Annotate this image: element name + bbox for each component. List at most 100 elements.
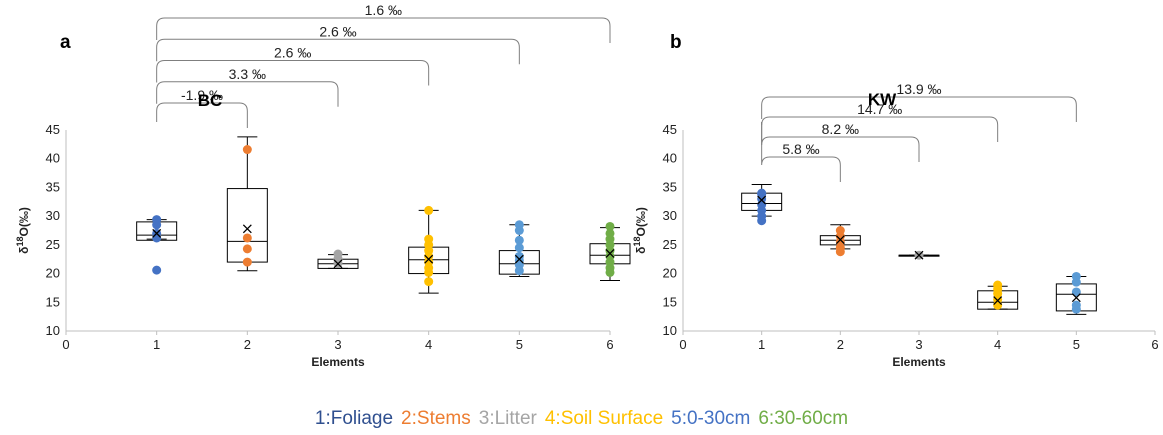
y-tick-label: 40 (46, 151, 60, 166)
x-tick-label: 0 (62, 337, 69, 352)
y-tick-label: 10 (663, 323, 677, 338)
bracket-label: 13.9 ‰ (896, 81, 941, 97)
bracket-label: 2.6 ‰ (319, 23, 356, 39)
y-tick-label: 35 (46, 179, 60, 194)
data-point (242, 257, 252, 267)
legend-entry: 1:Foliage (314, 408, 394, 429)
mean-marker (514, 254, 524, 264)
x-tick-label: 3 (915, 337, 922, 352)
x-tick-label: 1 (153, 337, 160, 352)
box-element-4 (408, 205, 450, 294)
legend-entry: 3:Litter (478, 408, 537, 429)
comparison-bracket (761, 96, 1077, 122)
mean-marker (757, 195, 767, 205)
box-element-4 (977, 280, 1019, 310)
site-label: KW (868, 90, 897, 109)
bracket-label: 14.7 ‰ (857, 101, 902, 117)
comparison-bracket (156, 38, 520, 65)
x-axis-title: Elements (892, 355, 946, 369)
panel-label: a (60, 32, 71, 53)
mean-marker (1071, 293, 1081, 303)
x-tick-label: 4 (425, 337, 432, 352)
legend-entry: 4:Soil Surface (544, 408, 664, 429)
mean-marker (605, 249, 615, 258)
bracket-label: 5.8 ‰ (782, 141, 819, 157)
data-point (605, 221, 615, 231)
data-point (605, 228, 615, 238)
box-element-3 (317, 249, 359, 269)
y-tick-label: 10 (46, 323, 60, 338)
data-point (514, 251, 524, 261)
data-point (1071, 300, 1081, 310)
data-point (424, 205, 434, 215)
comparison-bracket (156, 102, 248, 128)
data-point (242, 233, 252, 243)
panel-label: b (670, 32, 682, 53)
y-tick-label: 40 (663, 151, 677, 166)
y-tick-label: 45 (46, 122, 60, 137)
y-tick-label: 30 (46, 208, 60, 223)
data-point (835, 226, 845, 235)
data-point (152, 265, 162, 275)
box-element-6 (589, 221, 631, 281)
x-tick-label: 5 (1073, 337, 1080, 352)
bracket-label: 2.6 ‰ (274, 45, 311, 61)
mean-marker (333, 259, 343, 269)
mean-marker (993, 296, 1003, 306)
data-point (424, 234, 434, 244)
data-point (1071, 287, 1081, 297)
y-tick-label: 15 (46, 294, 60, 309)
mean-marker (835, 235, 845, 245)
legend-entry: 5:0-30cm (671, 408, 751, 429)
y-tick-label: 25 (663, 237, 677, 252)
data-point (993, 280, 1003, 290)
legend-entry: 6:30-60cm (758, 408, 849, 429)
mean-marker (424, 254, 434, 264)
box-element-5 (1055, 271, 1097, 315)
x-tick-label: 2 (837, 337, 844, 352)
box-element-1 (741, 184, 783, 226)
x-tick-label: 1 (758, 337, 765, 352)
bracket-label: 1.6 ‰ (365, 2, 402, 18)
data-point (333, 249, 343, 259)
mean-marker (242, 224, 252, 234)
x-tick-label: 0 (679, 337, 686, 352)
comparison-bracket (761, 116, 999, 142)
y-tick-label: 15 (663, 294, 677, 309)
data-point (514, 220, 524, 230)
y-tick-label: 35 (663, 179, 677, 194)
box-element-5 (498, 220, 540, 277)
y-tick-label: 30 (663, 208, 677, 223)
y-tick-label: 45 (663, 122, 677, 137)
x-tick-label: 2 (244, 337, 251, 352)
y-axis-title: δ18O(‰) (15, 207, 31, 254)
mean-marker (152, 228, 162, 238)
bracket-label: 8.2 ‰ (822, 121, 859, 137)
bracket-label: 3.3 ‰ (229, 66, 266, 82)
x-tick-label: 3 (334, 337, 341, 352)
y-tick-label: 20 (663, 266, 677, 281)
legend: 1:Foliage 2:Stems 3:Litter 4:Soil Surface 5:… (0, 408, 1163, 430)
data-point (757, 188, 767, 198)
comparison-bracket (156, 17, 611, 43)
data-point (152, 215, 162, 225)
x-tick-label: 6 (1151, 337, 1158, 352)
bracket-label: -1.9 ‰ (181, 87, 223, 103)
data-point (1071, 271, 1081, 281)
mean-marker (914, 250, 924, 260)
legend-entry: 2:Stems (401, 408, 471, 429)
comparison-bracket (156, 81, 339, 107)
comparison-bracket (761, 122, 841, 182)
box-element-1 (136, 215, 178, 275)
y-axis-title: δ18O(‰) (632, 207, 648, 254)
comparison-bracket (156, 60, 430, 86)
y-tick-label: 20 (46, 266, 60, 281)
box-element-2 (226, 136, 268, 272)
data-point (242, 145, 252, 155)
box-element-2 (819, 224, 861, 257)
site-label: BC (198, 91, 223, 110)
data-point (514, 243, 524, 253)
